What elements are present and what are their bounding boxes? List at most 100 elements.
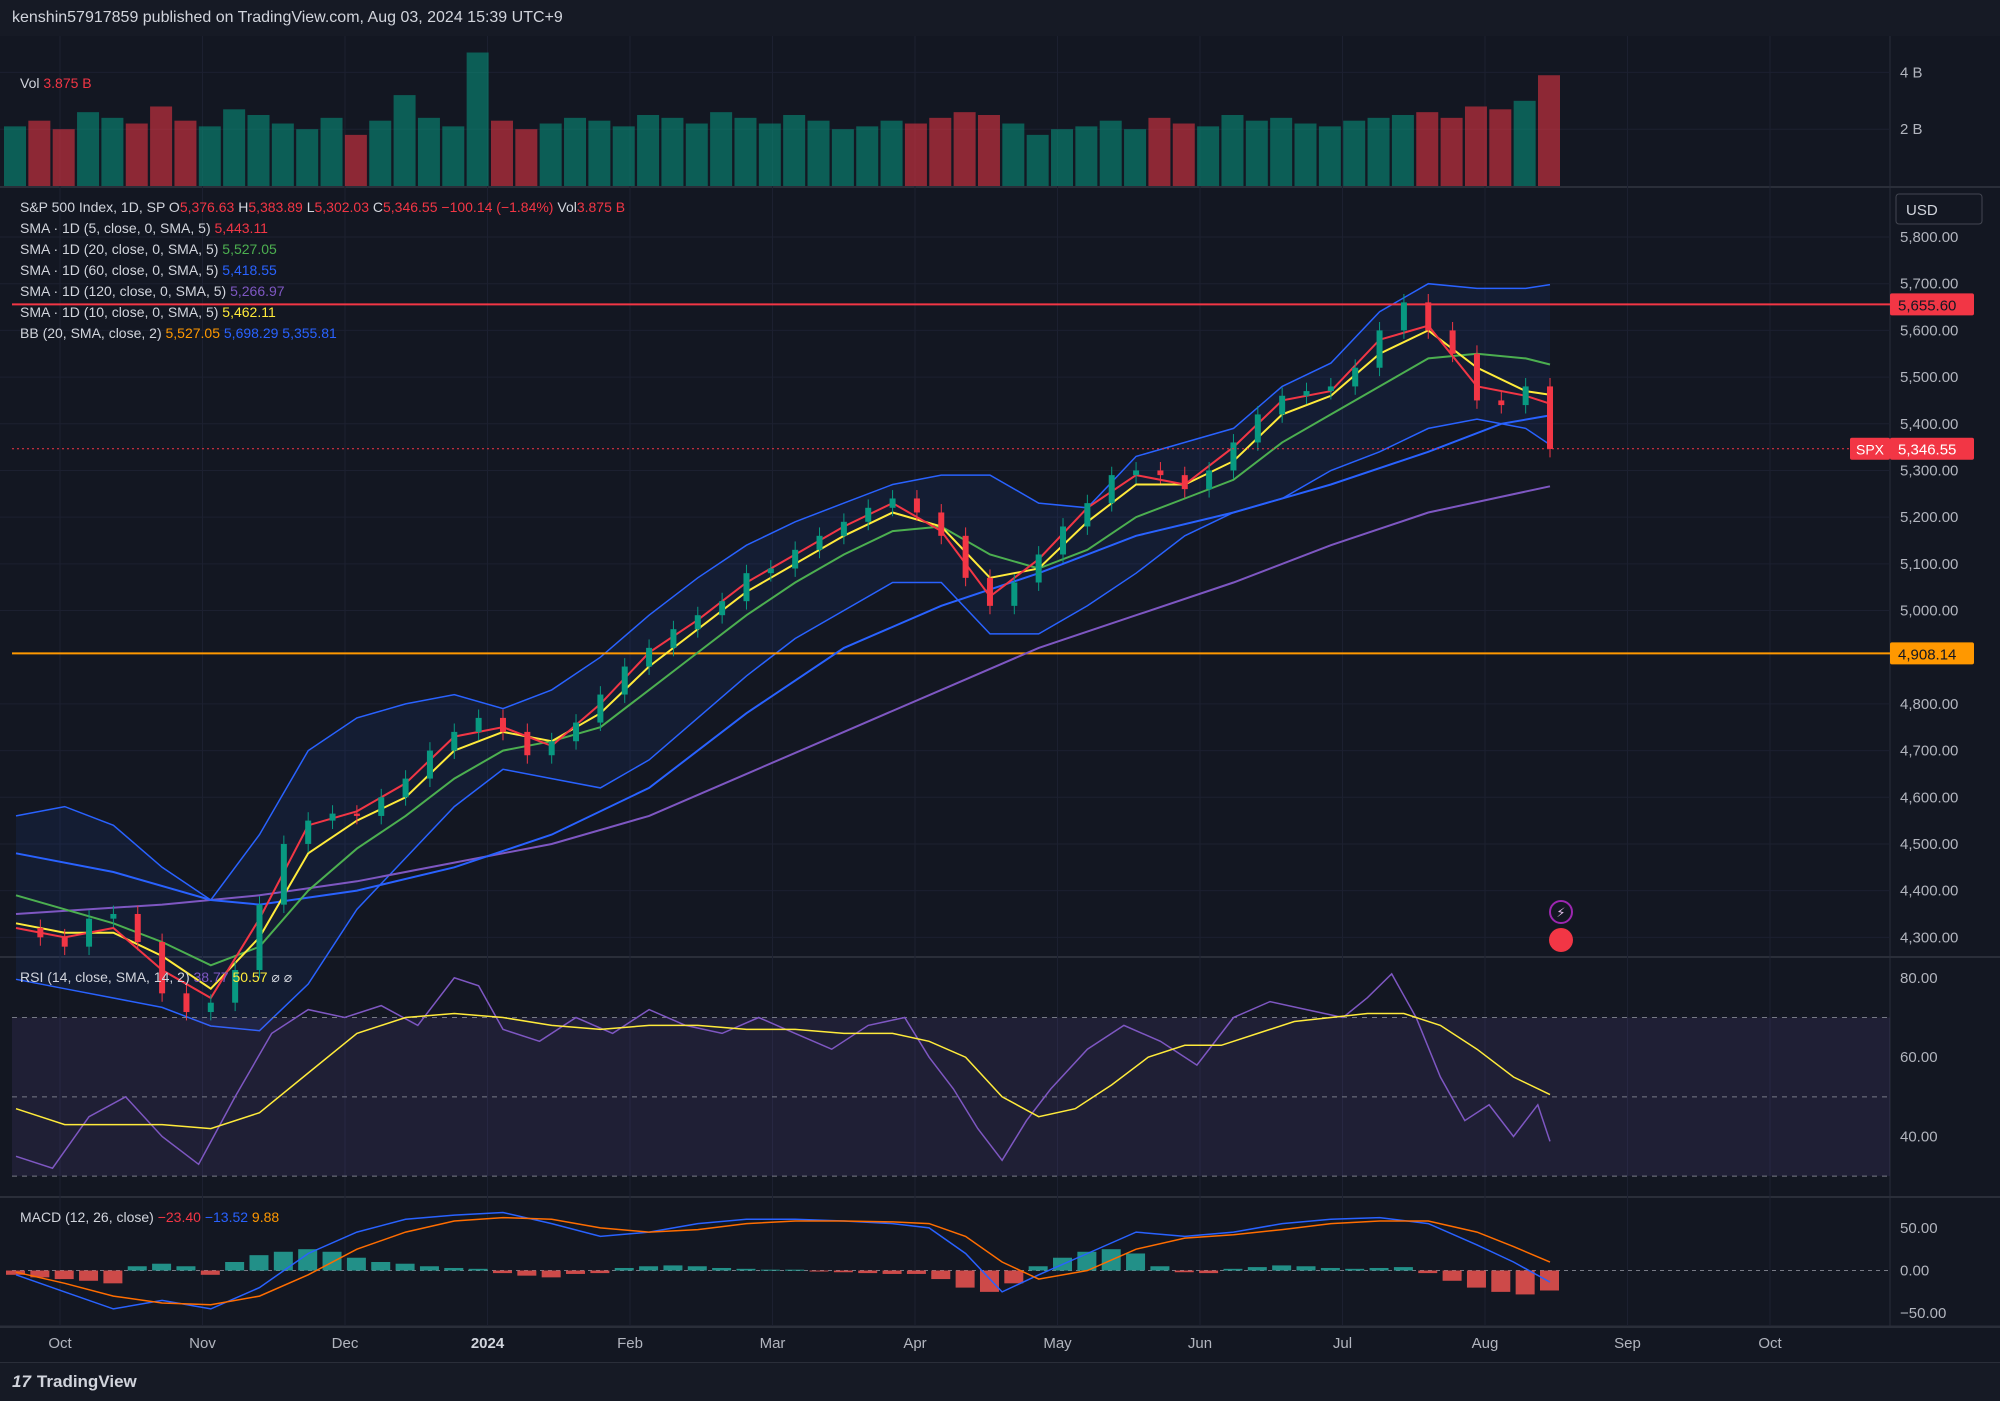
volume-bar [929, 117, 952, 186]
chart[interactable]: 5,800.00 5,700.00 5,600.00 5,500.00 5,400.00… [0, 36, 2000, 1362]
macd-hist-bar [785, 1269, 805, 1271]
macd-hist-bar [273, 1251, 293, 1271]
volume-bar [1440, 117, 1463, 186]
volume-bar [539, 123, 562, 186]
macd-hist-bar [1272, 1265, 1292, 1271]
candle-body [597, 694, 604, 723]
volume-bar [588, 120, 611, 186]
candle-body [767, 568, 774, 574]
volume-bar [1002, 123, 1025, 186]
candle-body [1473, 353, 1480, 401]
volume-bar [1270, 117, 1293, 186]
time-tick-label: Nov [189, 1335, 216, 1352]
macd-tick-label: 0.00 [1900, 1263, 1929, 1280]
macd-hist-bar [322, 1251, 342, 1271]
macd-hist-bar [395, 1263, 415, 1271]
candle-body [1060, 526, 1067, 555]
candle-body [134, 913, 141, 942]
rsi-ma-line [15, 1012, 1551, 1130]
volume-bar [977, 115, 1000, 186]
macd-hist-bar [1296, 1266, 1316, 1271]
macd-hist-bar [298, 1249, 318, 1271]
price-tick-label: 5,100.00 [1900, 556, 1958, 573]
currency-button[interactable] [1895, 193, 1983, 225]
macd-hist-bar [468, 1268, 488, 1271]
macd-hist-bar [1150, 1266, 1170, 1271]
candle-body [1206, 470, 1213, 490]
macd-hist-bar [127, 1266, 147, 1271]
volume-bar [52, 129, 75, 186]
us-flag-event-icon [1549, 928, 1573, 952]
macd-hist-bar [79, 1270, 99, 1281]
candle-body [329, 813, 336, 821]
macd-hist-bar [639, 1266, 659, 1271]
candle-body [1230, 442, 1237, 471]
candle-body [1425, 302, 1432, 331]
macd-hist-bar [736, 1268, 756, 1271]
macd-hist-bar [1540, 1270, 1559, 1291]
candle-body [1522, 386, 1529, 406]
candle-body [865, 507, 872, 522]
candle-body [816, 535, 823, 550]
volume-bar [1197, 126, 1220, 186]
macd-hist-bar [103, 1270, 123, 1284]
volume-bar [320, 117, 343, 186]
volume-bar [783, 115, 806, 186]
macd-hist-bar [1247, 1267, 1267, 1271]
price-tick-label: 5,400.00 [1900, 416, 1958, 433]
volume-bar [1464, 106, 1487, 186]
footer: 17 TradingView [0, 1362, 2000, 1401]
macd-hist-bar [541, 1270, 561, 1278]
candle-body [548, 741, 555, 756]
price-tick-label: 5,500.00 [1900, 369, 1958, 386]
volume-bar [125, 123, 148, 186]
candle-body [110, 913, 117, 919]
macd-hist-bar [1223, 1268, 1243, 1271]
candle-body [1108, 475, 1115, 504]
volume-bar [904, 123, 927, 186]
volume-bar [344, 134, 367, 186]
volume-bar [296, 129, 319, 186]
volume-bar [1294, 123, 1317, 186]
price-tick-label: 5,000.00 [1900, 603, 1958, 620]
publish-info: kenshin57917859 published on TradingView… [12, 9, 563, 26]
candle-body [1181, 475, 1188, 490]
candle-body [353, 813, 360, 816]
macd-hist-bar [346, 1257, 366, 1271]
price-tick-label: 4,600.00 [1900, 789, 1958, 806]
time-tick-label: May [1043, 1335, 1072, 1352]
volume-bar [1513, 100, 1536, 186]
macd-hist-bar [760, 1269, 780, 1271]
volume-legend: Vol 3.875 B [20, 75, 92, 91]
volume-bar [1221, 115, 1244, 186]
candle-body [694, 615, 701, 630]
macd-hist-bar [200, 1270, 220, 1275]
macd-hist-bar [371, 1262, 391, 1271]
macd-hist-bar [1466, 1270, 1486, 1288]
macd-hist-bar [1442, 1270, 1462, 1281]
macd-hist-bar [590, 1270, 610, 1274]
brand-label: TradingView [36, 1372, 137, 1391]
macd-hist-bar [566, 1270, 586, 1274]
indicator-legend: SMA · 1D (5, close, 0, SMA, 5) 5,443.11 [20, 220, 268, 236]
macd-hist-bar [1345, 1268, 1365, 1271]
candle-body [1400, 302, 1407, 331]
symbol-label: SPX [1856, 442, 1885, 458]
volume-bar [1343, 120, 1366, 186]
last-price-badge [1890, 437, 1974, 460]
volume-bar [1075, 126, 1098, 186]
candle-body [37, 927, 44, 938]
sma60-line [15, 414, 1551, 906]
volume-bar [1026, 134, 1049, 186]
indicator-legend: SMA · 1D (10, close, 0, SMA, 5) 5,462.11 [20, 304, 276, 320]
candle-body [61, 937, 68, 947]
volume-bar [1051, 129, 1074, 186]
candle-body [938, 512, 945, 536]
macd-hist-bar [906, 1270, 926, 1274]
tradingview-logo[interactable]: 17 TradingView [12, 1372, 137, 1392]
volume-bar [1489, 109, 1512, 186]
time-tick-label: Jun [1188, 1335, 1212, 1352]
candle-body [1303, 391, 1310, 396]
macd-hist-bar [444, 1267, 464, 1271]
macd-legend: MACD (12, 26, close) −23.40 −13.52 9.88 [20, 1209, 279, 1225]
